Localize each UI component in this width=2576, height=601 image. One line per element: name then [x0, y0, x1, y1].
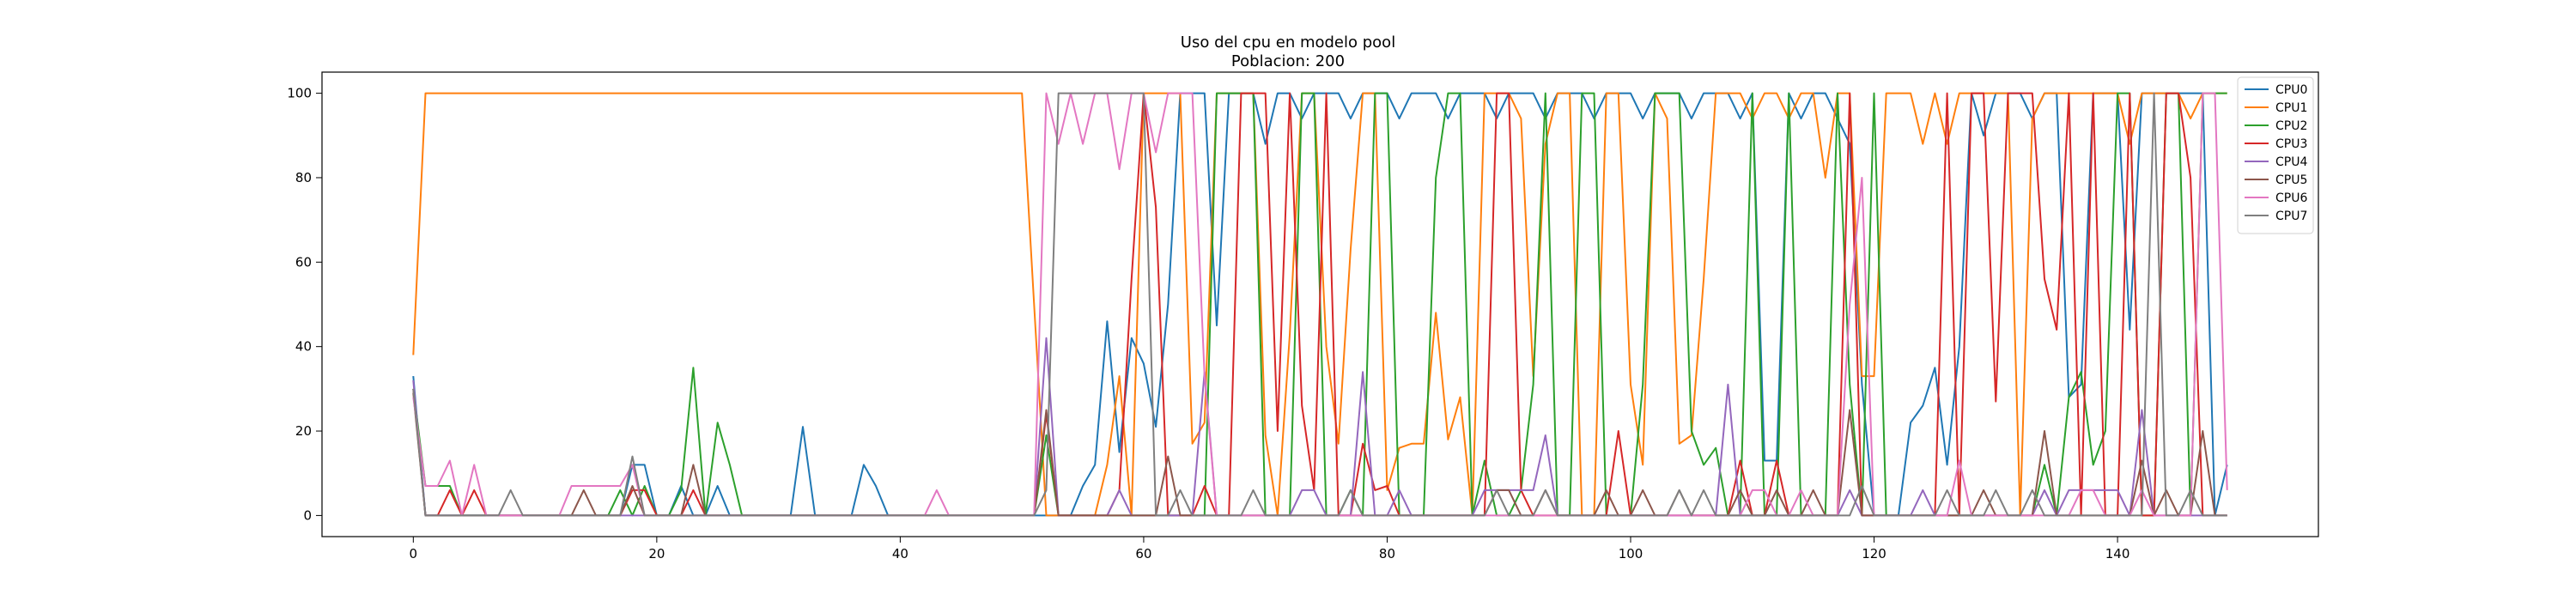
legend-label-cpu2: CPU2 [2275, 119, 2307, 133]
series-line-cpu0 [412, 92, 2228, 517]
x-tick-label: 0 [410, 546, 418, 562]
x-axis: 0 20 40 60 80 100 120 140 [410, 537, 2130, 562]
legend-label-cpu4: CPU4 [2275, 155, 2307, 169]
legend: CPU0 CPU1 CPU2 CPU3 CPU4 CPU5 CPU6 CPU7 [2237, 76, 2314, 234]
x-tick-label: 140 [2105, 546, 2130, 562]
legend-label-cpu3: CPU3 [2275, 137, 2307, 151]
y-tick-label: 100 [287, 86, 312, 101]
x-tick-label: 80 [1379, 546, 1395, 562]
legend-label-cpu7: CPU7 [2275, 209, 2307, 223]
legend-label-cpu1: CPU1 [2275, 101, 2307, 115]
legend-label-cpu5: CPU5 [2275, 173, 2307, 187]
series-line-cpu7 [412, 92, 2227, 517]
x-tick-label: 100 [1619, 546, 1643, 562]
y-tick-label: 20 [295, 423, 312, 439]
plot-frame [321, 71, 2319, 537]
chart-subtitle: Poblacion: 200 [1231, 52, 1345, 70]
series-layer [412, 92, 2228, 517]
x-tick-label: 120 [1862, 546, 1886, 562]
y-tick-label: 40 [295, 339, 312, 355]
x-tick-label: 60 [1135, 546, 1151, 562]
legend-box [2237, 76, 2314, 234]
y-tick-label: 80 [295, 170, 312, 185]
y-axis: 0 20 40 60 80 100 [287, 86, 322, 523]
series-line-cpu1 [412, 92, 2227, 517]
legend-label-cpu6: CPU6 [2275, 191, 2307, 205]
chart-title: Uso del cpu en modelo pool [1181, 33, 1395, 52]
x-tick-label: 20 [648, 546, 665, 562]
x-tick-label: 40 [892, 546, 908, 562]
legend-label-cpu0: CPU0 [2275, 83, 2307, 97]
y-tick-label: 0 [303, 507, 312, 523]
y-tick-label: 60 [295, 254, 312, 270]
